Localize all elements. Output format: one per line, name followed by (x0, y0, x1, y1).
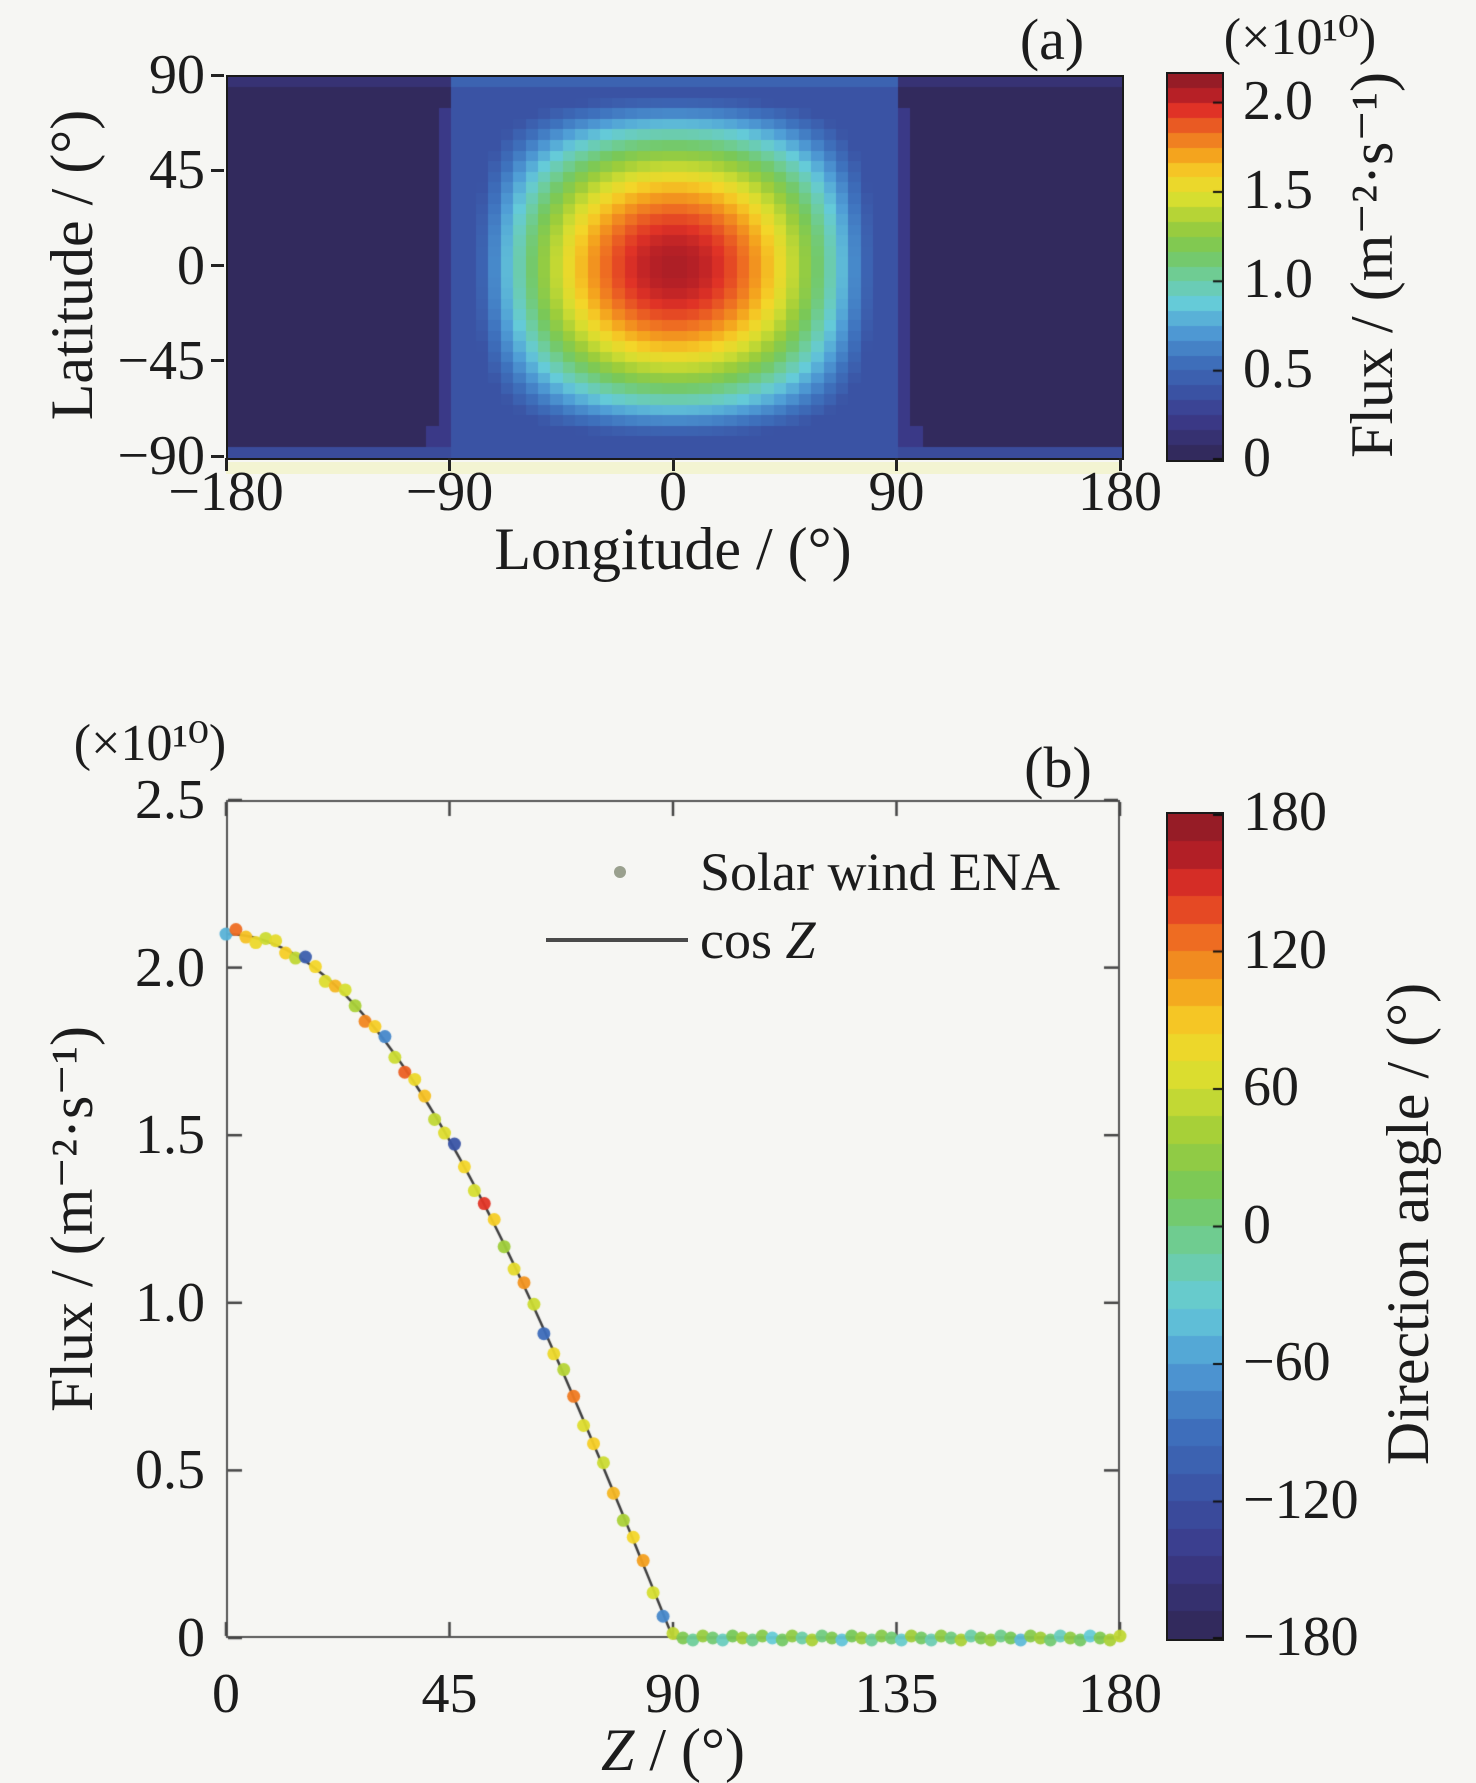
x-variable: Z (601, 1717, 635, 1783)
a-y-tick-mark (211, 264, 224, 267)
panel-a-colorbar-gradient (1168, 74, 1222, 460)
panel-a-colorbar (1166, 72, 1224, 462)
panel-b-colorbar (1166, 812, 1224, 1641)
x-units: / (°) (634, 1717, 745, 1783)
a-colorbar-tick-label: 1.5 (1243, 158, 1313, 221)
b-colorbar-tick-label: 60 (1243, 1056, 1299, 1118)
b-colorbar-tick-label: −120 (1243, 1468, 1359, 1531)
a-y-tick-mark (211, 73, 224, 77)
panel-a-colorbar-label: Flux / (m⁻²·s⁻¹) (1339, 72, 1405, 458)
b-colorbar-tick-label: −180 (1243, 1606, 1359, 1668)
panel-b-colorbar-label: Direction angle / (°) (1375, 982, 1441, 1466)
a-y-tick-label: −45 (117, 329, 205, 392)
panel-a-colorbar-scale-note: (×10¹⁰) (1223, 9, 1377, 66)
a-colorbar-tick-label: 2.0 (1243, 69, 1313, 132)
b-x-tick-label: 90 (645, 1663, 701, 1725)
legend-line-label: cos Z (700, 910, 816, 970)
panel-b-y-axis-label: Flux / (m⁻²·s⁻¹) (39, 1026, 105, 1412)
b-colorbar-tick-label: 0 (1243, 1193, 1271, 1256)
panel-b-label: (b) (1024, 735, 1092, 800)
a-y-tick-label: 90 (149, 44, 205, 106)
heatmap-bottom-strip (226, 462, 1120, 474)
panel-b-y-scale-note: (×10¹⁰) (73, 715, 227, 772)
scatter-plot-canvas (218, 794, 1144, 1662)
a-colorbar-tick-label: 1.0 (1243, 248, 1313, 311)
a-colorbar-tick-label: 0 (1243, 427, 1271, 489)
legend-line-marker (546, 938, 688, 942)
b-y-tick-label: 2.0 (135, 936, 205, 999)
panel-a-x-axis-label: Longitude / (°) (494, 516, 852, 582)
b-y-tick-label: 2.5 (135, 769, 205, 831)
b-x-tick-label: 0 (212, 1663, 240, 1725)
b-y-tick-label: 1.5 (135, 1104, 205, 1167)
b-colorbar-tick-label: −60 (1243, 1331, 1331, 1393)
b-y-tick-label: 0 (177, 1607, 205, 1669)
b-colorbar-tick-label: 120 (1243, 918, 1327, 981)
legend-scatter-marker (614, 866, 626, 878)
b-x-tick-label: 45 (421, 1663, 478, 1725)
a-y-tick-label: −90 (117, 425, 205, 487)
a-colorbar-tick-label: 0.5 (1243, 337, 1313, 400)
a-y-tick-label: 0 (177, 234, 205, 297)
heatmap-canvas (226, 75, 1124, 460)
b-x-tick-label: 180 (1078, 1663, 1162, 1725)
a-y-tick-mark (211, 359, 224, 363)
a-y-tick-mark (211, 454, 224, 458)
b-y-tick-label: 1.0 (135, 1271, 205, 1334)
panel-b-colorbar-gradient (1168, 814, 1222, 1639)
b-y-tick-label: 0.5 (135, 1439, 205, 1502)
b-colorbar-tick-label: 180 (1243, 781, 1327, 843)
a-y-tick-mark (211, 168, 224, 172)
panel-b-x-axis-label: Z / (°) (601, 1720, 745, 1780)
b-x-tick-label: 135 (854, 1663, 939, 1725)
panel-a-y-axis-label: Latitude / (°) (39, 109, 105, 421)
legend-scatter-label: Solar wind ENA (700, 842, 1060, 902)
a-y-tick-label: 45 (149, 139, 205, 202)
panel-a-label: (a) (1019, 7, 1085, 72)
